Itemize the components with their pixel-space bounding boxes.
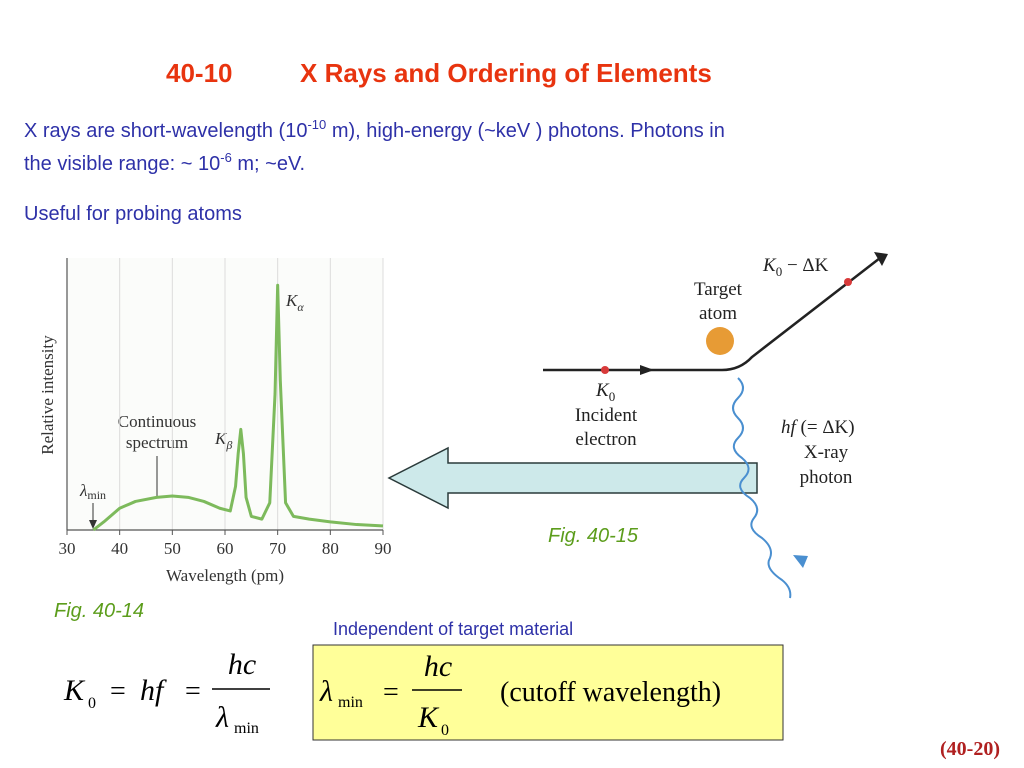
arrow-head [793,555,808,568]
subscript: 0 [609,389,616,404]
x-tick-label: 80 [322,539,339,558]
xray-diagram: K0 − ΔK Target atom K0 Incident electron… [543,252,888,599]
y-axis-label: Relative intensity [38,335,57,455]
electron [844,278,852,286]
text: − ΔK [782,255,828,276]
annotation: Kα [285,291,304,314]
operator: = [383,677,399,708]
spectrum-line [92,283,384,532]
symbol: K [417,701,440,734]
note: Independent of target material [333,619,573,639]
photon-wave [732,377,792,599]
symbol: K [63,674,86,707]
numerator: hc [228,648,256,681]
label: photon [800,467,853,488]
label: atom [699,303,737,324]
text: m), high-energy (~keV ) photons. Photons… [326,120,725,142]
text: m; ~eV. [232,153,305,175]
label: Incident [575,405,638,426]
text: X rays are short-wavelength (10 [24,120,307,142]
annotation: Continuous [118,412,196,431]
x-tick-label: 50 [164,539,181,558]
text: λ [79,481,87,500]
x-tick-label: 40 [111,539,128,558]
text: K [762,255,777,276]
symbol: λ [319,675,333,708]
spectrum-chart: Wavelength (pm) Relative intensity Kα Kβ… [38,258,392,585]
text: K [285,291,299,310]
label: electron [575,429,637,450]
arrow-head [874,252,888,266]
label: K0 [595,380,615,404]
subscript: 0 [441,722,449,739]
label: hf (= ΔK) [781,417,855,438]
x-axis-label: Wavelength (pm) [166,566,284,585]
annotation: spectrum [126,433,188,452]
label: Target [694,279,743,300]
figure-caption: Fig. 40-15 [548,525,639,547]
numerator: hc [424,650,452,683]
x-tick-label: 70 [269,539,286,558]
subscript: min [234,720,259,737]
x-tick-label: 60 [217,539,234,558]
title: 40-10 X Rays and Ordering of Elements [166,58,712,88]
equation-box [312,644,784,741]
title-number: 40-10 [166,58,233,88]
body-line: the visible range: ~ 10-6 m; ~eV. [24,150,305,175]
description: (cutoff wavelength) [500,677,721,708]
symbol: λ [215,701,229,734]
x-tick-label: 30 [59,539,76,558]
body-line: X rays are short-wavelength (10-10 m), h… [24,117,725,142]
label: K0 − ΔK [762,255,829,279]
pointer-arrow [387,446,758,510]
text: K [595,380,610,401]
target-atom [706,327,734,355]
subscript: min [87,488,106,502]
superscript: -10 [307,117,326,132]
superscript: -6 [220,150,232,165]
x-tick-label: 90 [375,539,392,558]
text: the visible range: ~ 10 [24,153,220,175]
symbol: hf [140,674,167,707]
text: (= ΔK) [796,417,855,438]
subscript: min [338,694,363,711]
electron [601,366,609,374]
equation: K 0 = hf = hc λ min [63,648,270,737]
arrow-head [89,520,97,529]
operator: = [110,676,126,707]
operator: = [185,676,201,707]
arrow-head [640,365,654,375]
label: X-ray [804,442,849,463]
electron-path [543,257,881,372]
text: hf [781,417,799,438]
subscript: α [297,300,304,314]
body-line: Useful for probing atoms [24,203,242,225]
equation: λ min = hc K 0 (cutoff wavelength) [319,650,721,739]
title-text: X Rays and Ordering of Elements [300,58,712,88]
subscript: β [225,438,232,452]
subscript: 0 [88,695,96,712]
subscript: 0 [776,264,783,279]
annotation: λmin [79,481,106,502]
figure-caption: Fig. 40-14 [54,600,144,622]
equation-number: (40-20) [940,738,1000,760]
